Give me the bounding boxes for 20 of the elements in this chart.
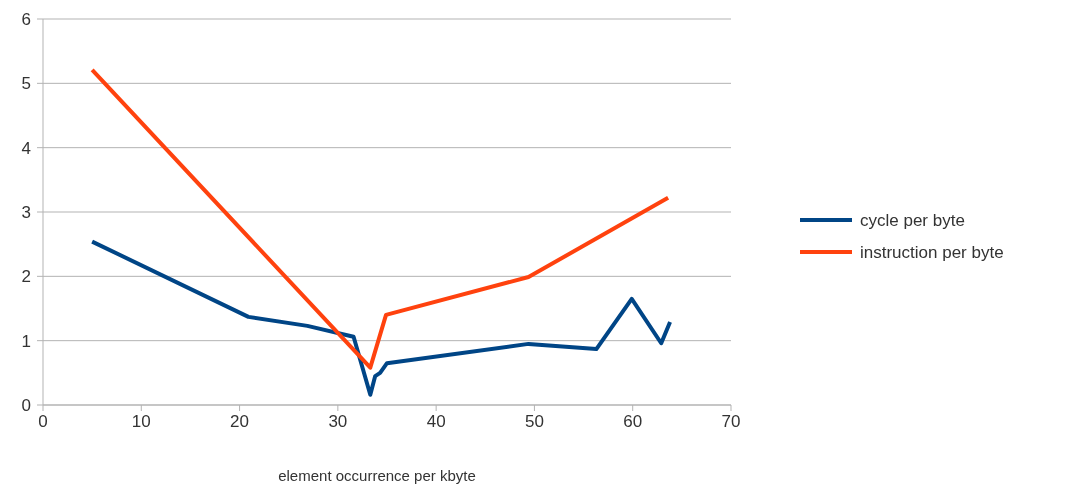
- x-tick-label: 0: [38, 412, 48, 431]
- y-tick-label: 4: [21, 138, 31, 158]
- x-tick-label: 60: [623, 412, 643, 431]
- legend-label: instruction per byte: [860, 243, 1004, 262]
- x-tick-label: 50: [524, 412, 544, 431]
- y-tick-label: 1: [21, 331, 31, 351]
- y-tick-label: 2: [21, 267, 31, 287]
- x-tick-label: 40: [426, 412, 446, 431]
- x-tick-label: 30: [328, 412, 348, 431]
- line-series: [90, 239, 673, 397]
- x-axis-title: element occurrence per kbyte: [278, 467, 476, 484]
- x-tick-label: 20: [230, 412, 250, 431]
- y-tick-label: 6: [21, 10, 31, 29]
- x-tick-label: 10: [131, 412, 151, 431]
- legend-label: cycle per byte: [860, 211, 965, 230]
- y-tick-label: 5: [21, 74, 31, 94]
- y-tick-label: 0: [21, 396, 31, 415]
- line-series: [90, 67, 671, 370]
- x-tick-label: 70: [721, 412, 741, 431]
- y-tick-label: 3: [21, 203, 31, 222]
